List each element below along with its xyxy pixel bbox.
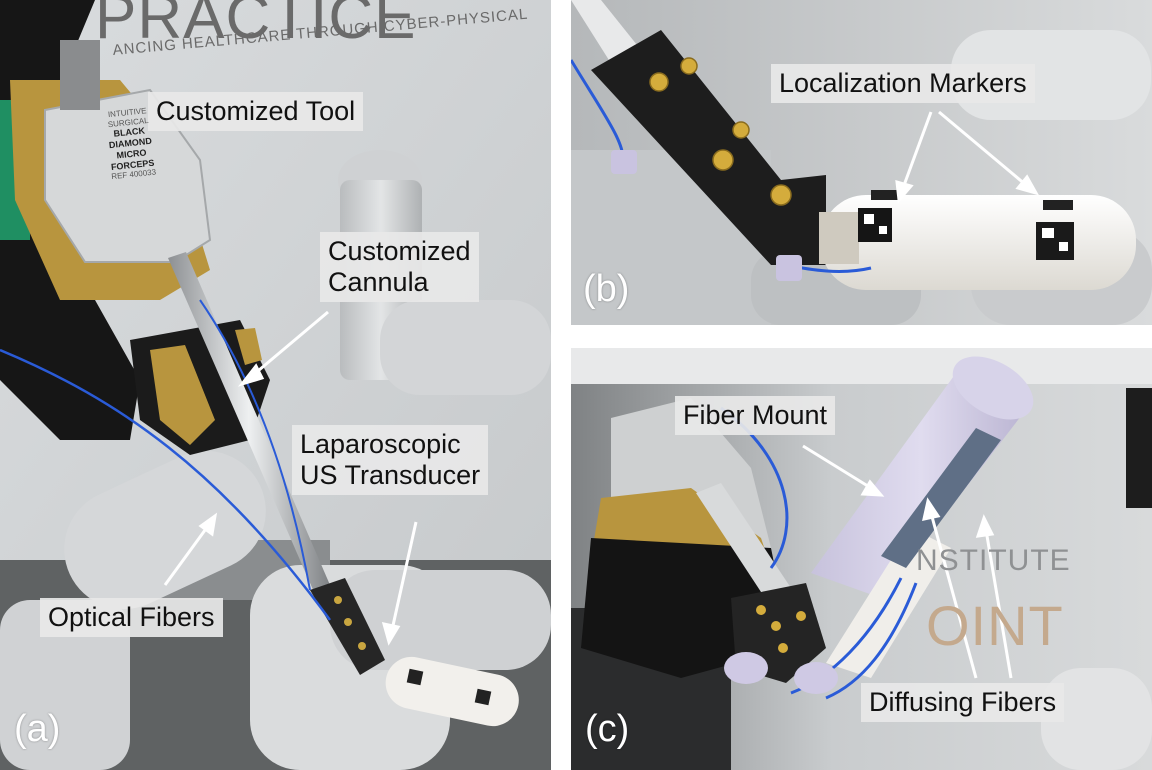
panel-a: PRACTICE ANCING HEALTHCARE THROUGH CYBER… bbox=[0, 0, 551, 770]
panel-b: Localization Markers (b) bbox=[571, 0, 1152, 325]
label-line: US Transducer bbox=[300, 460, 481, 491]
panel-b-scene bbox=[571, 0, 1152, 325]
label-customized-cannula: Customized Cannula bbox=[320, 232, 479, 303]
label-fiber-mount: Fiber Mount bbox=[675, 396, 836, 436]
localization-marker bbox=[858, 208, 892, 242]
label-optical-fibers: Optical Fibers bbox=[40, 598, 223, 638]
us-transducer-probe bbox=[821, 195, 1136, 290]
label-diffusing-fibers: Diffusing Fibers bbox=[861, 683, 1065, 723]
localization-marker bbox=[1036, 222, 1074, 260]
label-localization-markers: Localization Markers bbox=[771, 64, 1035, 104]
tool-shaft bbox=[168, 252, 330, 592]
label-line: Laparoscopic bbox=[300, 429, 461, 459]
label-customized-tool: Customized Tool bbox=[148, 92, 364, 132]
optical-fiber bbox=[199, 299, 311, 591]
diffusing-fiber-window bbox=[881, 428, 1001, 568]
panel-letter-c: (c) bbox=[585, 708, 630, 750]
wall-text-institute: NSTITUTE bbox=[916, 544, 1071, 577]
optical-fiber bbox=[825, 582, 918, 700]
wall-text-point: OINT bbox=[926, 594, 1064, 657]
transducer-wrist bbox=[310, 578, 385, 675]
panel-letter-a: (a) bbox=[14, 708, 61, 750]
label-line: Customized bbox=[328, 236, 471, 266]
panel-c: NSTITUTE OINT Fiber Mount Diffusing Fibe… bbox=[571, 348, 1152, 770]
label-line: Cannula bbox=[328, 267, 429, 298]
transducer-wrist bbox=[591, 30, 826, 265]
label-us-transducer: Laparoscopic US Transducer bbox=[292, 425, 489, 496]
tool-housing-text: INTUITIVE SURGICAL BLACK DIAMOND MICRO F… bbox=[104, 106, 156, 182]
wall-text-practice: PRACTICE bbox=[95, 0, 417, 52]
optical-fiber bbox=[0, 348, 332, 621]
panel-letter-b: (b) bbox=[583, 268, 630, 310]
